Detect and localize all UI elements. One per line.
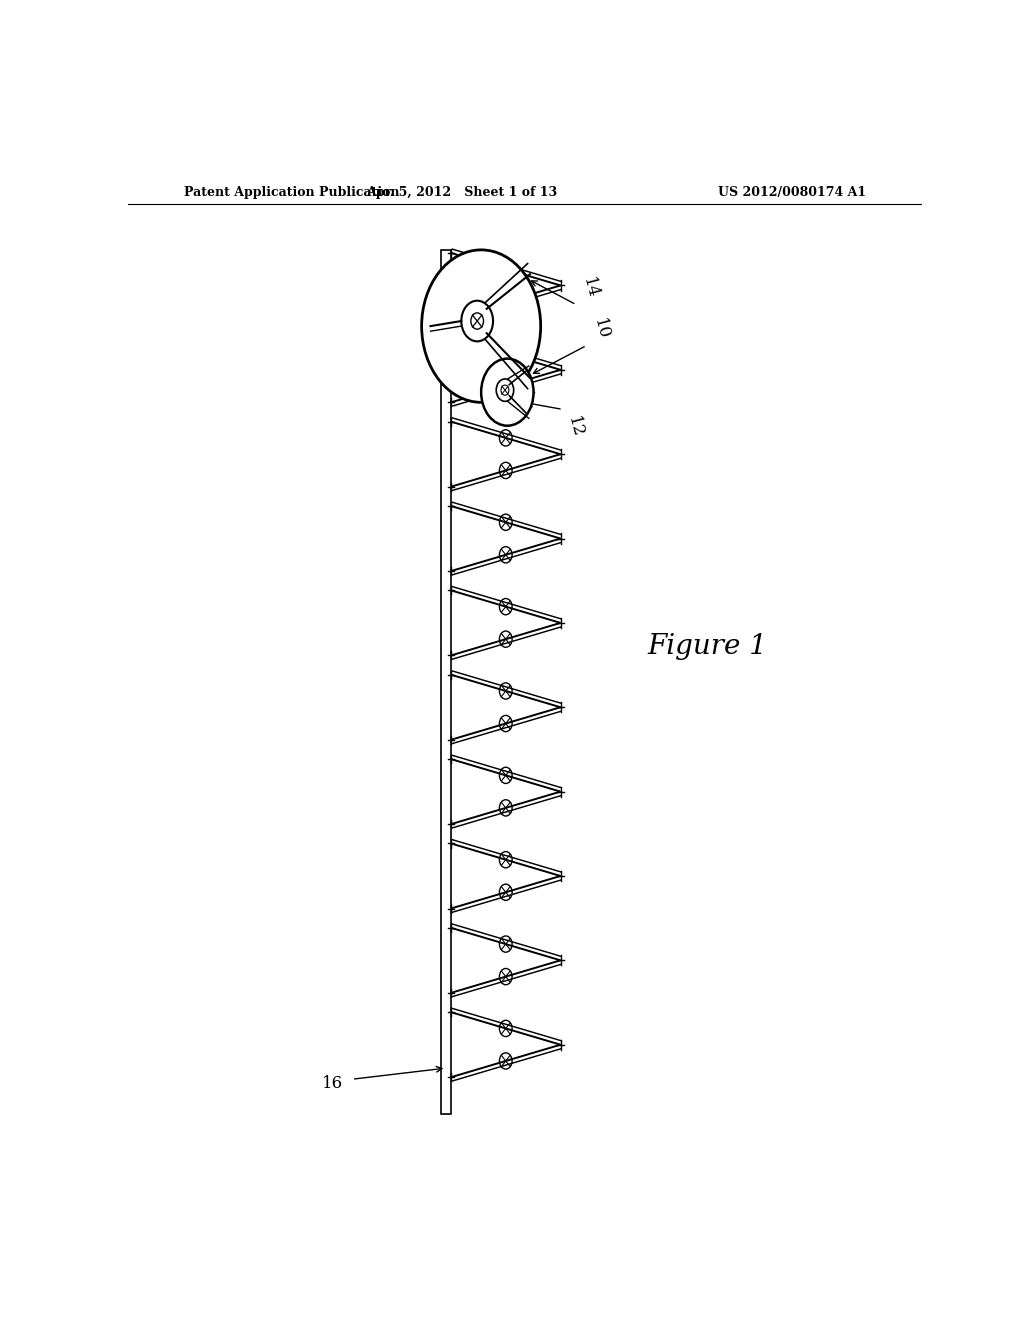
Text: 12: 12 [564,414,587,440]
Text: Patent Application Publication: Patent Application Publication [183,186,399,199]
Bar [441,249,451,1114]
Text: 14: 14 [579,276,601,301]
Circle shape [422,249,541,403]
Text: Apr. 5, 2012   Sheet 1 of 13: Apr. 5, 2012 Sheet 1 of 13 [366,186,557,199]
Text: US 2012/0080174 A1: US 2012/0080174 A1 [718,186,866,199]
Text: 16: 16 [323,1074,344,1092]
Text: Figure 1: Figure 1 [647,632,767,660]
Circle shape [481,359,534,426]
Text: 10: 10 [590,317,611,342]
